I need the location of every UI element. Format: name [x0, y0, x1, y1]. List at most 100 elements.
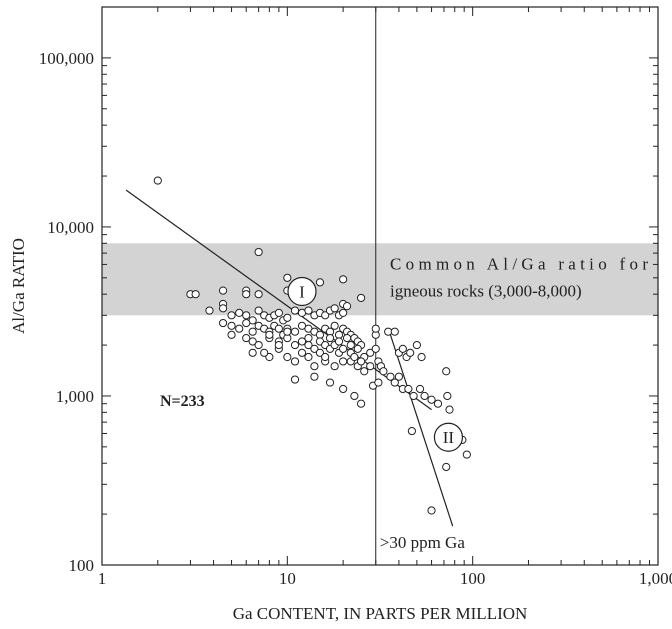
labels-layer: 1 10 100 1,000 100 1,000 10,000 100,000 Ga CONTE… — [9, 49, 672, 623]
data-point — [390, 378, 399, 387]
data-point — [339, 308, 348, 318]
data-point — [325, 333, 335, 343]
data-point — [283, 327, 292, 336]
data-point — [342, 302, 352, 311]
data-point — [153, 176, 162, 185]
data-point — [310, 344, 319, 353]
trend-label-II: II — [443, 428, 455, 447]
data-point — [360, 367, 369, 376]
data-point — [443, 391, 452, 401]
data-point — [398, 344, 407, 353]
data-point — [227, 330, 236, 339]
data-point — [235, 308, 244, 318]
data-point — [356, 357, 366, 366]
data-point — [350, 391, 359, 401]
data-point — [417, 352, 426, 362]
data-point — [379, 367, 388, 376]
x-tick-label: 1,000 — [639, 569, 672, 588]
x-tick-label: 1 — [98, 569, 107, 588]
data-point — [409, 391, 418, 401]
data-point — [304, 352, 313, 362]
band-label-line2: igneous rocks (3,000-8,000) — [390, 281, 582, 300]
data-point — [406, 348, 415, 357]
data-point — [297, 348, 307, 357]
igneous-ratio-band — [102, 243, 658, 316]
data-point — [242, 290, 251, 299]
data-point — [274, 340, 283, 350]
data-point — [394, 372, 404, 381]
data-point — [265, 330, 274, 339]
trend-line-II — [389, 334, 454, 527]
data-point — [342, 333, 352, 343]
trend-label-circle-II — [433, 422, 464, 452]
data-point — [242, 311, 251, 320]
data-point — [339, 344, 348, 353]
data-point — [330, 321, 339, 330]
data-point — [290, 340, 300, 350]
y-axis-title: Al/Ga RATIO — [9, 238, 28, 334]
data-point — [290, 306, 300, 315]
plot-frame — [101, 6, 659, 566]
data-point — [404, 384, 413, 394]
data-point — [297, 337, 307, 346]
x-tick-label: 10 — [279, 569, 296, 588]
data-point — [315, 330, 325, 339]
data-point — [442, 367, 451, 376]
data-point — [265, 352, 274, 362]
data-point — [304, 333, 313, 343]
data-point — [254, 290, 263, 299]
data-point — [386, 372, 395, 381]
data-point — [330, 362, 339, 371]
data-point — [334, 337, 344, 346]
data-point — [339, 275, 348, 284]
ga-30ppm-label: >30 ppm Ga — [380, 533, 466, 552]
y-tick-label: 10,000 — [47, 218, 94, 237]
data-point — [321, 311, 330, 320]
data-point — [330, 304, 339, 313]
data-point — [290, 375, 300, 384]
data-point — [356, 293, 366, 303]
data-point — [415, 384, 425, 394]
data-point — [371, 324, 380, 333]
igneous-band-layer — [102, 243, 658, 316]
data-point — [374, 378, 383, 387]
data-point — [254, 247, 263, 257]
data-point — [227, 311, 236, 320]
data-point — [445, 405, 454, 414]
data-point — [254, 306, 263, 315]
data-point — [248, 327, 257, 336]
data-point — [191, 290, 200, 299]
data-points-layer — [153, 176, 471, 515]
data-point — [254, 340, 263, 350]
data-point — [350, 352, 359, 362]
data-point — [274, 324, 283, 333]
data-point — [290, 357, 300, 366]
data-point — [433, 399, 443, 408]
data-point — [283, 352, 292, 362]
data-point — [248, 337, 257, 346]
data-point — [356, 399, 366, 408]
x-axis-title: Ga CONTENT, IN PARTS PER MILLION — [233, 604, 528, 623]
data-point — [248, 348, 257, 357]
data-point — [371, 344, 380, 353]
data-point — [427, 506, 436, 515]
data-point — [227, 321, 236, 330]
data-point — [420, 391, 429, 401]
trend-label-I: I — [299, 282, 305, 301]
data-point — [274, 308, 283, 318]
data-point — [283, 313, 292, 322]
data-point — [339, 384, 348, 394]
data-point — [310, 372, 319, 381]
data-point — [353, 344, 362, 353]
data-point — [242, 318, 251, 328]
data-point — [205, 306, 214, 315]
data-point — [315, 348, 325, 357]
data-point — [325, 378, 335, 387]
data-point — [407, 426, 416, 436]
data-point — [304, 306, 313, 315]
data-point — [366, 362, 375, 371]
axes-layer — [101, 6, 659, 566]
data-point — [315, 278, 325, 287]
sample-count-label: N=233 — [160, 393, 205, 410]
